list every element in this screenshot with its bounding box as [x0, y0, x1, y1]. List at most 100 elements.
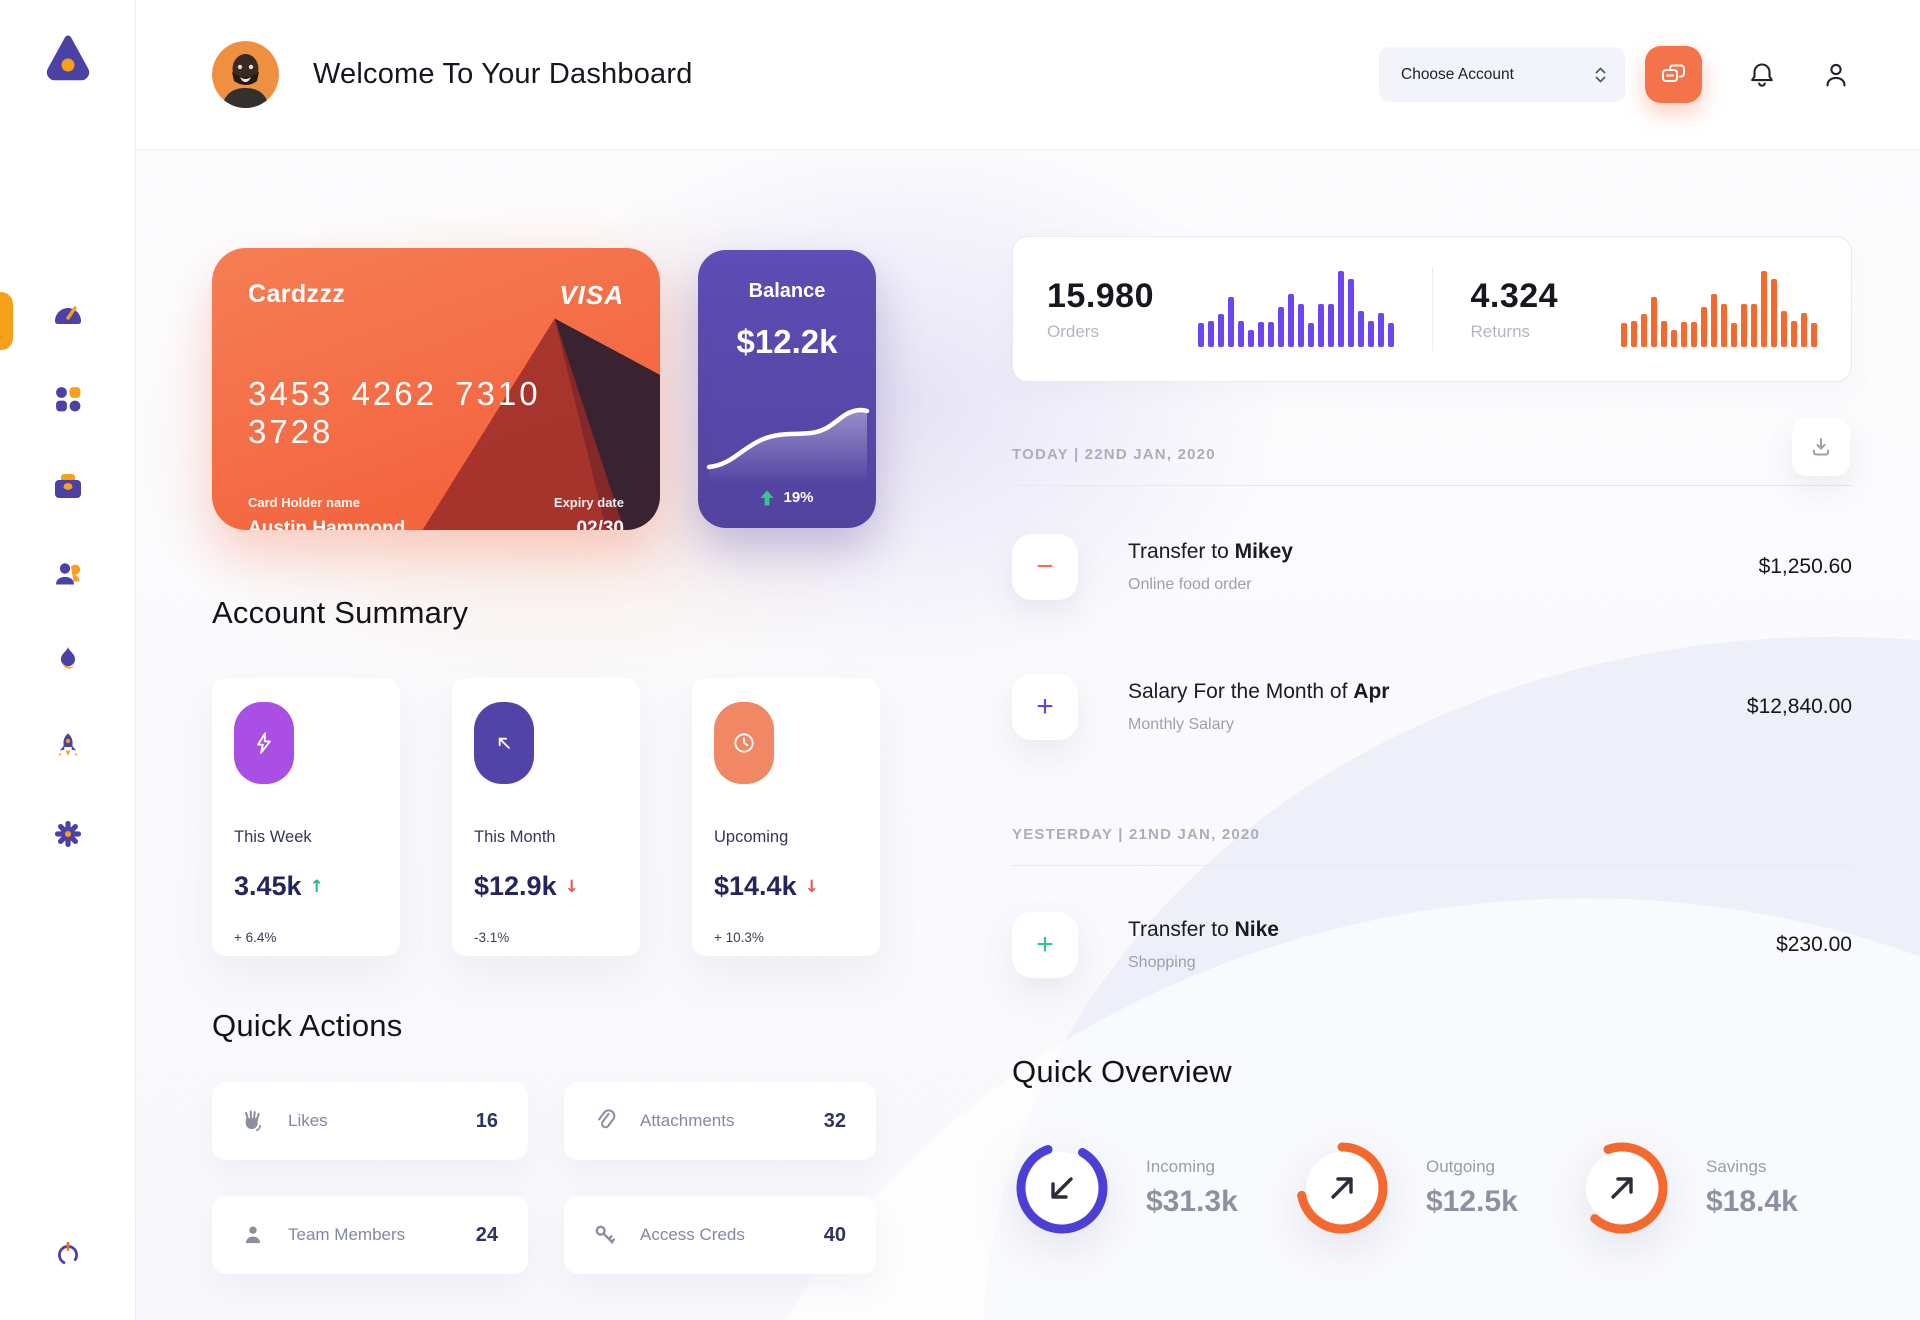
orders-bar-chart — [1197, 271, 1394, 347]
feed-divider — [1012, 485, 1852, 486]
ring-label: Incoming — [1146, 1157, 1215, 1176]
transaction-title: Transfer to Mikey — [1128, 540, 1293, 563]
section-title-quick-overview: Quick Overview — [1012, 1054, 1232, 1089]
bell-icon — [1751, 62, 1773, 87]
balance-change: 19% — [760, 489, 814, 506]
summary-label: This Week — [234, 828, 312, 846]
summary-change: -3.1% — [474, 930, 510, 945]
summary-label: Upcoming — [714, 828, 789, 846]
choose-account-label: Choose Account — [1401, 65, 1514, 83]
transaction-row-salary[interactable]: + Salary For the Month of Apr Monthly Sa… — [1012, 674, 1852, 740]
choose-account-select[interactable]: Choose Account — [1379, 47, 1625, 102]
ring-value: $12.5k — [1426, 1185, 1518, 1218]
ring-label: Outgoing — [1426, 1157, 1495, 1176]
summary-value-row: $12.9k ↓ — [474, 871, 618, 902]
transaction-text: Transfer to Nike Shopping — [1128, 918, 1279, 972]
transaction-subtitle: Shopping — [1128, 954, 1196, 971]
profile-button[interactable] — [1822, 60, 1850, 90]
summary-value-row: $14.4k ↓ — [714, 871, 858, 902]
card-expiry-label: Expiry date — [553, 495, 624, 510]
users-icon — [55, 563, 80, 585]
action-tile-attachments[interactable]: Attachments 32 — [564, 1082, 876, 1160]
balance-title: Balance — [748, 280, 826, 302]
sidebar-item-settings[interactable] — [40, 806, 96, 862]
stats-divider — [1431, 267, 1433, 351]
card-bottom-row: Card Holder name Austin Hammond Expiry d… — [248, 495, 624, 530]
sidebar-item-portfolio[interactable] — [40, 458, 96, 514]
sidebar-item-dashboard[interactable] — [40, 284, 96, 340]
transaction-row-mikey[interactable]: − Transfer to Mikey Online food order $1… — [1012, 534, 1852, 600]
ring-savings: Savings $18.4k — [1572, 1138, 1852, 1238]
summary-card-this-month: This Month $12.9k ↓ -3.1% — [452, 678, 640, 956]
orders-returns-panel: 15.980 Orders 4.324 Returns — [1012, 236, 1852, 382]
action-label: Team Members — [288, 1225, 406, 1244]
sidebar-item-launch[interactable] — [40, 719, 96, 775]
transaction-icon-badge: + — [1012, 912, 1078, 978]
summary-value: $14.4k — [714, 871, 797, 901]
ring-text: Outgoing $12.5k — [1426, 1157, 1518, 1219]
cards-row: Cardzzz VISA 3453 4262 7310 3728 Card Ho… — [212, 248, 880, 530]
transaction-subtitle: Monthly Salary — [1128, 716, 1234, 733]
sidebar-item-trending[interactable] — [40, 632, 96, 688]
transaction-row-nike[interactable]: + Transfer to Nike Shopping $230.00 — [1012, 912, 1852, 978]
returns-value: 4.324 — [1470, 276, 1559, 315]
action-label: Likes — [288, 1111, 328, 1130]
transaction-amount: $1,250.60 — [1758, 555, 1852, 578]
ring-label: Savings — [1706, 1157, 1767, 1176]
summary-change: + 6.4% — [234, 930, 277, 945]
action-count: 40 — [823, 1223, 846, 1246]
apps-grid-icon — [55, 387, 80, 412]
date-label-yesterday: YESTERDAY | 21ND JAN, 2020 — [1012, 826, 1260, 843]
chat-icon — [1661, 64, 1685, 82]
orders-label: Orders — [1047, 321, 1099, 341]
logout-button[interactable] — [40, 1226, 96, 1282]
sidebar-item-contacts[interactable] — [40, 545, 96, 601]
ring-value: $31.3k — [1146, 1185, 1238, 1218]
action-label: Access Creds — [640, 1225, 745, 1244]
summary-value: $12.9k — [474, 871, 557, 901]
app-logo[interactable] — [36, 26, 100, 90]
transaction-title: Transfer to Nike — [1128, 918, 1279, 941]
plus-icon: + — [1036, 690, 1054, 723]
download-icon — [1813, 438, 1829, 456]
date-label-today: TODAY | 22ND JAN, 2020 — [1012, 446, 1216, 463]
action-tile-likes[interactable]: Likes 16 — [212, 1082, 528, 1160]
action-tile-access-creds[interactable]: Access Creds 40 — [564, 1196, 876, 1274]
key-icon — [595, 1225, 616, 1244]
card-holder-name: Austin Hammond — [248, 518, 406, 530]
summary-change: + 10.3% — [714, 930, 764, 945]
avatar[interactable] — [212, 41, 279, 108]
sidebar — [0, 0, 136, 1320]
power-icon — [57, 1241, 78, 1266]
action-tile-team-members[interactable]: Team Members 24 — [212, 1196, 528, 1274]
clock-icon — [734, 733, 754, 753]
transaction-icon-badge: − — [1012, 534, 1078, 600]
active-nav-indicator — [0, 292, 13, 350]
messages-button[interactable] — [1645, 46, 1702, 103]
card-expiry-value: 02/30 — [576, 518, 624, 530]
trend-arrow-icon: ↑ — [309, 876, 324, 897]
transaction-amount: $12,840.00 — [1746, 695, 1852, 718]
sidebar-item-apps[interactable] — [40, 371, 96, 427]
quick-overview-rings: Incoming $31.3k Outgoing $12.5k — [1012, 1138, 1852, 1238]
trend-arrow-icon: ↓ — [804, 876, 819, 897]
section-title-account-summary: Account Summary — [212, 595, 469, 630]
bolt-icon — [257, 732, 271, 754]
download-button[interactable] — [1792, 418, 1850, 476]
transaction-amount: $230.00 — [1776, 933, 1852, 956]
action-count: 16 — [475, 1109, 498, 1132]
visa-logo: VISA — [559, 280, 624, 310]
user-icon — [1826, 63, 1846, 87]
ring-value: $18.4k — [1706, 1185, 1798, 1218]
notifications-button[interactable] — [1748, 60, 1776, 90]
card-holder-block: Card Holder name Austin Hammond — [248, 495, 405, 530]
left-column: Cardzzz VISA 3453 4262 7310 3728 Card Ho… — [212, 248, 880, 1274]
summary-label: This Month — [474, 828, 556, 846]
ring-gauge — [1572, 1138, 1672, 1238]
transaction-icon-badge: + — [1012, 674, 1078, 740]
page-title: Welcome To Your Dashboard — [313, 58, 693, 90]
avatar-photo — [212, 41, 279, 108]
ring-text: Incoming $31.3k — [1146, 1157, 1238, 1219]
action-count: 24 — [475, 1223, 498, 1246]
balance-value: $12.2k — [736, 323, 838, 360]
